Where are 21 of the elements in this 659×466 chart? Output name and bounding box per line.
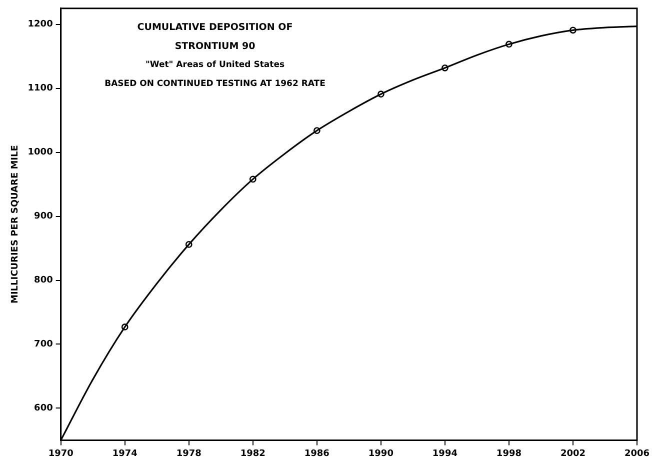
x-tick-label: 1974 [112,448,138,459]
x-tick-label: 1986 [304,448,330,459]
x-tick-label: 1990 [368,448,394,459]
y-tick-label: 800 [34,276,53,286]
y-axis-title: MILLICURIES PER SQUARE MILE [10,145,21,304]
x-tick-label: 1978 [176,448,202,459]
x-tick-label: 1994 [432,448,458,459]
y-tick-label: 1000 [28,148,53,158]
x-tick-label: 1982 [240,448,266,459]
y-tick-label: 1200 [28,20,53,30]
text: "Wet" Areas of United States [144,59,286,72]
y-tick-label: 1100 [28,84,53,94]
y-tick-label: 600 [34,404,53,414]
y-tick-label: 700 [34,340,53,350]
x-tick-label: 1998 [496,448,522,459]
text: CUMULATIVE DEPOSITION OF STRONTIUM 90 [136,21,294,54]
annotation: BASED ON CONTINUED TESTING AT 1962 RATE [104,78,326,91]
y-tick-label: 900 [34,212,53,222]
x-tick-label: 2002 [560,448,586,459]
x-tick-label: 1970 [48,448,74,459]
x-tick-label: 2006 [624,448,650,459]
